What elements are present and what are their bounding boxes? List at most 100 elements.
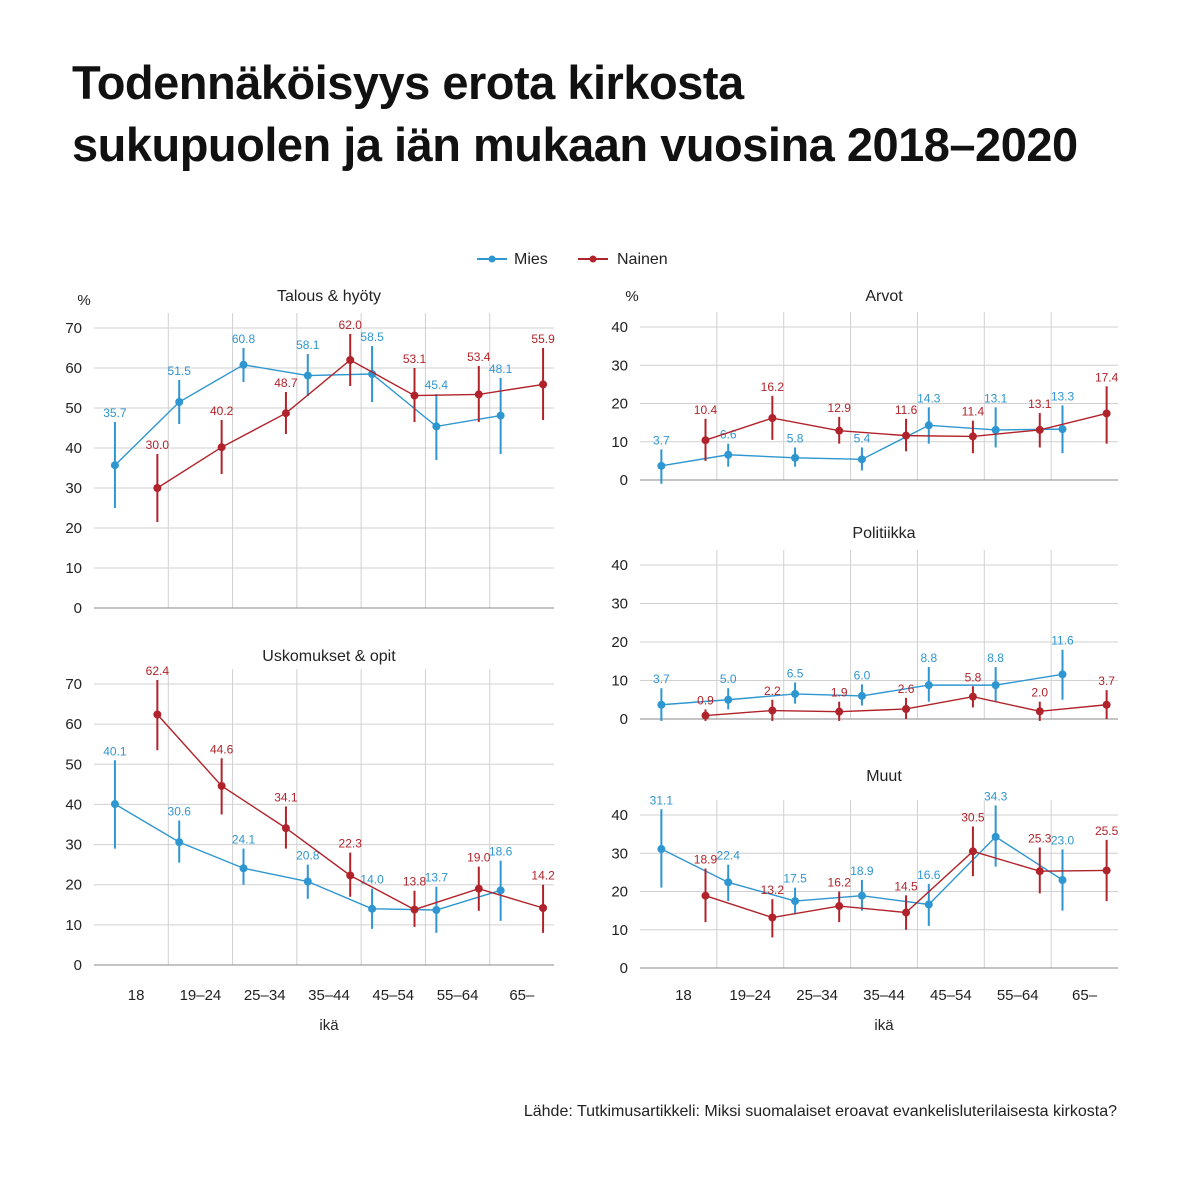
source-note: Lähde: Tutkimusartikkeli: Miksi suomalai… [523,1103,1117,1120]
data-label-mies: 13.1 [984,391,1008,405]
data-label-mies: 14.3 [917,391,941,405]
data-point-nainen [539,903,548,912]
chart-title-line-2: sukupuolen ja iän mukaan vuosina 2018–20… [72,118,1078,171]
data-label-nainen: 2.2 [764,684,781,698]
y-tick-label: 20 [65,520,82,537]
data-label-mies: 45.4 [425,378,449,392]
data-label-nainen: 14.5 [894,879,918,893]
data-point-nainen [968,847,977,856]
data-label-nainen: 62.4 [146,664,170,678]
x-tick-label: 35–44 [863,987,905,1004]
y-tick-label: 50 [65,400,82,417]
data-point-mies [991,681,1000,690]
legend: Mies Nainen [477,251,668,268]
data-point-nainen [346,871,355,880]
data-label-nainen: 30.0 [146,438,170,452]
y-unit-label: % [77,292,90,309]
data-label-nainen: 22.3 [339,837,363,851]
series-mies: 40.1 30.6 24.1 20.8 14.0 13.7 18.6 [103,744,513,933]
x-tick-label: 45–54 [372,987,414,1004]
data-label-mies: 51.5 [168,364,192,378]
data-label-nainen: 19.0 [467,851,491,865]
y-tick-label: 50 [65,756,82,773]
data-label-nainen: 0.9 [697,693,714,707]
data-label-nainen: 17.4 [1095,370,1119,384]
x-tick-label: 35–44 [308,987,350,1004]
data-point-mies [239,864,248,873]
data-point-mies [724,878,733,887]
x-tick-label: 55–64 [997,987,1039,1004]
x-tick-label: 55–64 [437,987,479,1004]
data-point-mies [110,461,119,470]
data-point-mies [1058,876,1067,885]
data-point-nainen [1102,409,1111,418]
x-tick-label: 18 [128,987,145,1004]
data-point-nainen [1035,867,1044,876]
data-label-mies: 5.8 [787,431,804,445]
y-tick-label: 10 [65,917,82,934]
data-label-nainen: 16.2 [761,380,785,394]
data-label-nainen: 18.9 [694,853,718,867]
chart-panels: Talous & hyöty% 0 10 20 30 40 50 60 70 35.7 51.5 60… [65,288,1118,1034]
legend-nainen-label: Nainen [617,251,668,268]
y-tick-label: 70 [65,320,82,337]
y-tick-label: 0 [74,600,82,617]
data-point-nainen [1035,425,1044,434]
series-nainen: 0.9 2.2 1.9 2.6 5.8 2.0 3.7 [697,670,1115,721]
y-unit-label: % [625,288,638,305]
data-label-nainen: 34.1 [274,790,298,804]
data-point-mies [657,845,666,854]
y-tick-label: 10 [611,434,628,451]
x-tick-label: 19–24 [729,987,771,1004]
data-label-nainen: 44.6 [210,742,234,756]
data-label-nainen: 10.4 [694,403,718,417]
series-mies: 3.7 5.0 6.5 6.0 8.8 8.8 11.6 [653,634,1074,721]
data-point-nainen [902,704,911,713]
data-point-mies [657,700,666,709]
panel-2: Uskomukset & opit 0 10 20 30 40 50 60 70 18 19–24 2… [65,648,555,1034]
series-mies: 3.7 6.6 5.8 5.414.3 13.1 13.3 [653,389,1075,484]
x-axis-label: ikä [874,1017,894,1034]
data-point-nainen [474,884,483,893]
series-nainen: 18.9 13.2 16.2 14.5 30.5 25.3 25.5 [694,810,1119,938]
data-label-nainen: 53.4 [467,350,491,364]
y-tick-label: 20 [65,877,82,894]
data-point-nainen [474,390,483,399]
x-tick-label: 25–34 [244,987,286,1004]
data-point-nainen [1035,707,1044,716]
data-point-mies [175,838,184,847]
y-tick-label: 40 [611,807,628,824]
x-tick-label: 18 [675,987,692,1004]
series-nainen: 62.4 44.6 34.1 22.3 13.8 19.0 14.2 [146,664,555,933]
data-point-mies [924,421,933,430]
data-point-nainen [835,426,844,435]
panel-title: Arvot [865,288,903,305]
data-point-nainen [346,356,355,364]
data-label-mies: 16.6 [917,868,941,882]
data-label-nainen: 55.9 [531,332,555,346]
data-point-nainen [902,431,911,440]
chart-title-line-1: Todennäköisyys erota kirkosta [72,56,744,109]
legend-nainen-marker [589,255,597,263]
data-label-mies: 58.5 [360,330,384,344]
data-point-nainen [281,824,290,833]
panel-title: Muut [866,768,902,785]
data-point-nainen [701,891,710,900]
series-nainen: 30.0 40.2 48.7 62.0 53.1 53.4 55.9 [146,318,555,522]
panel-title: Talous & hyöty [277,288,381,305]
data-point-mies [496,411,505,420]
y-tick-label: 60 [65,360,82,377]
data-label-mies: 20.8 [296,849,320,863]
data-point-nainen [968,432,977,441]
y-tick-label: 0 [620,711,628,728]
y-tick-label: 30 [65,480,82,497]
y-tick-label: 30 [611,596,628,613]
data-label-mies: 58.1 [296,338,320,352]
data-label-nainen: 2.0 [1031,686,1048,700]
data-point-nainen [902,908,911,917]
data-label-mies: 48.1 [489,362,513,376]
data-point-nainen [835,902,844,911]
data-point-mies [175,398,184,406]
data-label-nainen: 13.2 [761,883,785,897]
